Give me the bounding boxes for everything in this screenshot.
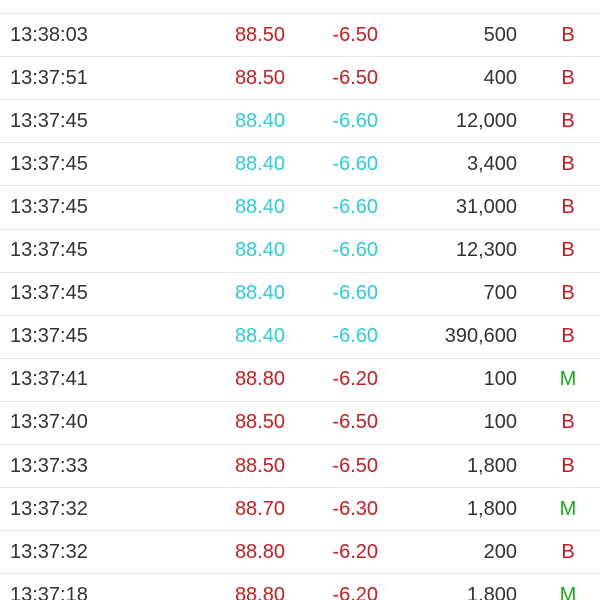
separator — [0, 530, 600, 531]
side-cell: B — [561, 454, 575, 477]
time-cell: 13:37:51 — [10, 66, 88, 89]
price-cell: 88.50 — [234, 23, 285, 46]
price-cell: 88.40 — [234, 195, 285, 218]
volume-cell: 1,800 — [466, 454, 517, 477]
time-cell: 13:37:33 — [10, 454, 88, 477]
separator — [0, 358, 600, 359]
side-cell: M — [559, 583, 577, 600]
time-cell: 13:37:32 — [10, 540, 88, 563]
time-cell: 13:38:03 — [10, 23, 88, 46]
volume-cell: 1,800 — [466, 583, 517, 600]
side-cell: B — [561, 195, 575, 218]
price-cell: 88.50 — [234, 66, 285, 89]
price-cell: 88.40 — [234, 325, 285, 348]
separator — [0, 401, 600, 402]
side-cell: B — [561, 109, 575, 132]
price-cell: 88.50 — [234, 411, 285, 434]
separator — [0, 13, 600, 14]
separator — [0, 272, 600, 273]
price-cell: 88.40 — [234, 152, 285, 175]
side-cell: B — [561, 540, 575, 563]
change-cell: -6.60 — [332, 152, 378, 175]
side-cell: B — [561, 325, 575, 348]
side-cell: B — [561, 152, 575, 175]
change-cell: -6.60 — [332, 239, 378, 262]
volume-cell: 390,600 — [444, 325, 517, 348]
separator — [0, 315, 600, 316]
change-cell: -6.50 — [332, 66, 378, 89]
change-cell: -6.60 — [332, 195, 378, 218]
change-cell: -6.60 — [332, 109, 378, 132]
separator — [0, 142, 600, 143]
separator — [0, 229, 600, 230]
volume-cell: 12,000 — [455, 109, 517, 132]
price-cell: 88.40 — [234, 239, 285, 262]
separator — [0, 99, 600, 100]
volume-cell: 1,800 — [466, 497, 517, 520]
side-cell: B — [561, 66, 575, 89]
change-cell: -6.50 — [332, 23, 378, 46]
side-cell: B — [561, 411, 575, 434]
side-cell: M — [559, 497, 577, 520]
volume-cell: 700 — [483, 282, 517, 305]
separator — [0, 56, 600, 57]
change-cell: -6.50 — [332, 454, 378, 477]
change-cell: -6.20 — [332, 583, 378, 600]
time-cell: 13:37:45 — [10, 109, 88, 132]
side-cell: B — [561, 239, 575, 262]
time-cell: 13:37:45 — [10, 195, 88, 218]
change-cell: -6.50 — [332, 411, 378, 434]
price-cell: 88.80 — [234, 540, 285, 563]
separator — [0, 487, 600, 488]
side-cell: M — [559, 368, 577, 391]
change-cell: -6.20 — [332, 540, 378, 563]
time-cell: 13:37:41 — [10, 368, 88, 391]
time-cell: 13:37:45 — [10, 239, 88, 262]
volume-cell: 200 — [483, 540, 517, 563]
separator — [0, 573, 600, 574]
time-cell: 13:37:45 — [10, 282, 88, 305]
time-cell: 13:37:45 — [10, 152, 88, 175]
volume-cell: 500 — [483, 23, 517, 46]
volume-cell: 3,400 — [466, 152, 517, 175]
price-cell: 88.40 — [234, 282, 285, 305]
change-cell: -6.60 — [332, 282, 378, 305]
side-cell: B — [561, 23, 575, 46]
separator — [0, 444, 600, 445]
price-cell: 88.80 — [234, 583, 285, 600]
volume-cell: 400 — [483, 66, 517, 89]
change-cell: -6.20 — [332, 368, 378, 391]
side-cell: B — [561, 282, 575, 305]
change-cell: -6.60 — [332, 325, 378, 348]
price-cell: 88.70 — [234, 497, 285, 520]
volume-cell: 31,000 — [455, 195, 517, 218]
volume-cell: 100 — [483, 411, 517, 434]
price-cell: 88.40 — [234, 109, 285, 132]
time-cell: 13:37:45 — [10, 325, 88, 348]
time-cell: 13:37:40 — [10, 411, 88, 434]
separator — [0, 185, 600, 186]
volume-cell: 100 — [483, 368, 517, 391]
volume-cell: 12,300 — [455, 239, 517, 262]
price-cell: 88.50 — [234, 454, 285, 477]
time-cell: 13:37:18 — [10, 583, 88, 600]
time-cell: 13:37:32 — [10, 497, 88, 520]
price-cell: 88.80 — [234, 368, 285, 391]
change-cell: -6.30 — [332, 497, 378, 520]
